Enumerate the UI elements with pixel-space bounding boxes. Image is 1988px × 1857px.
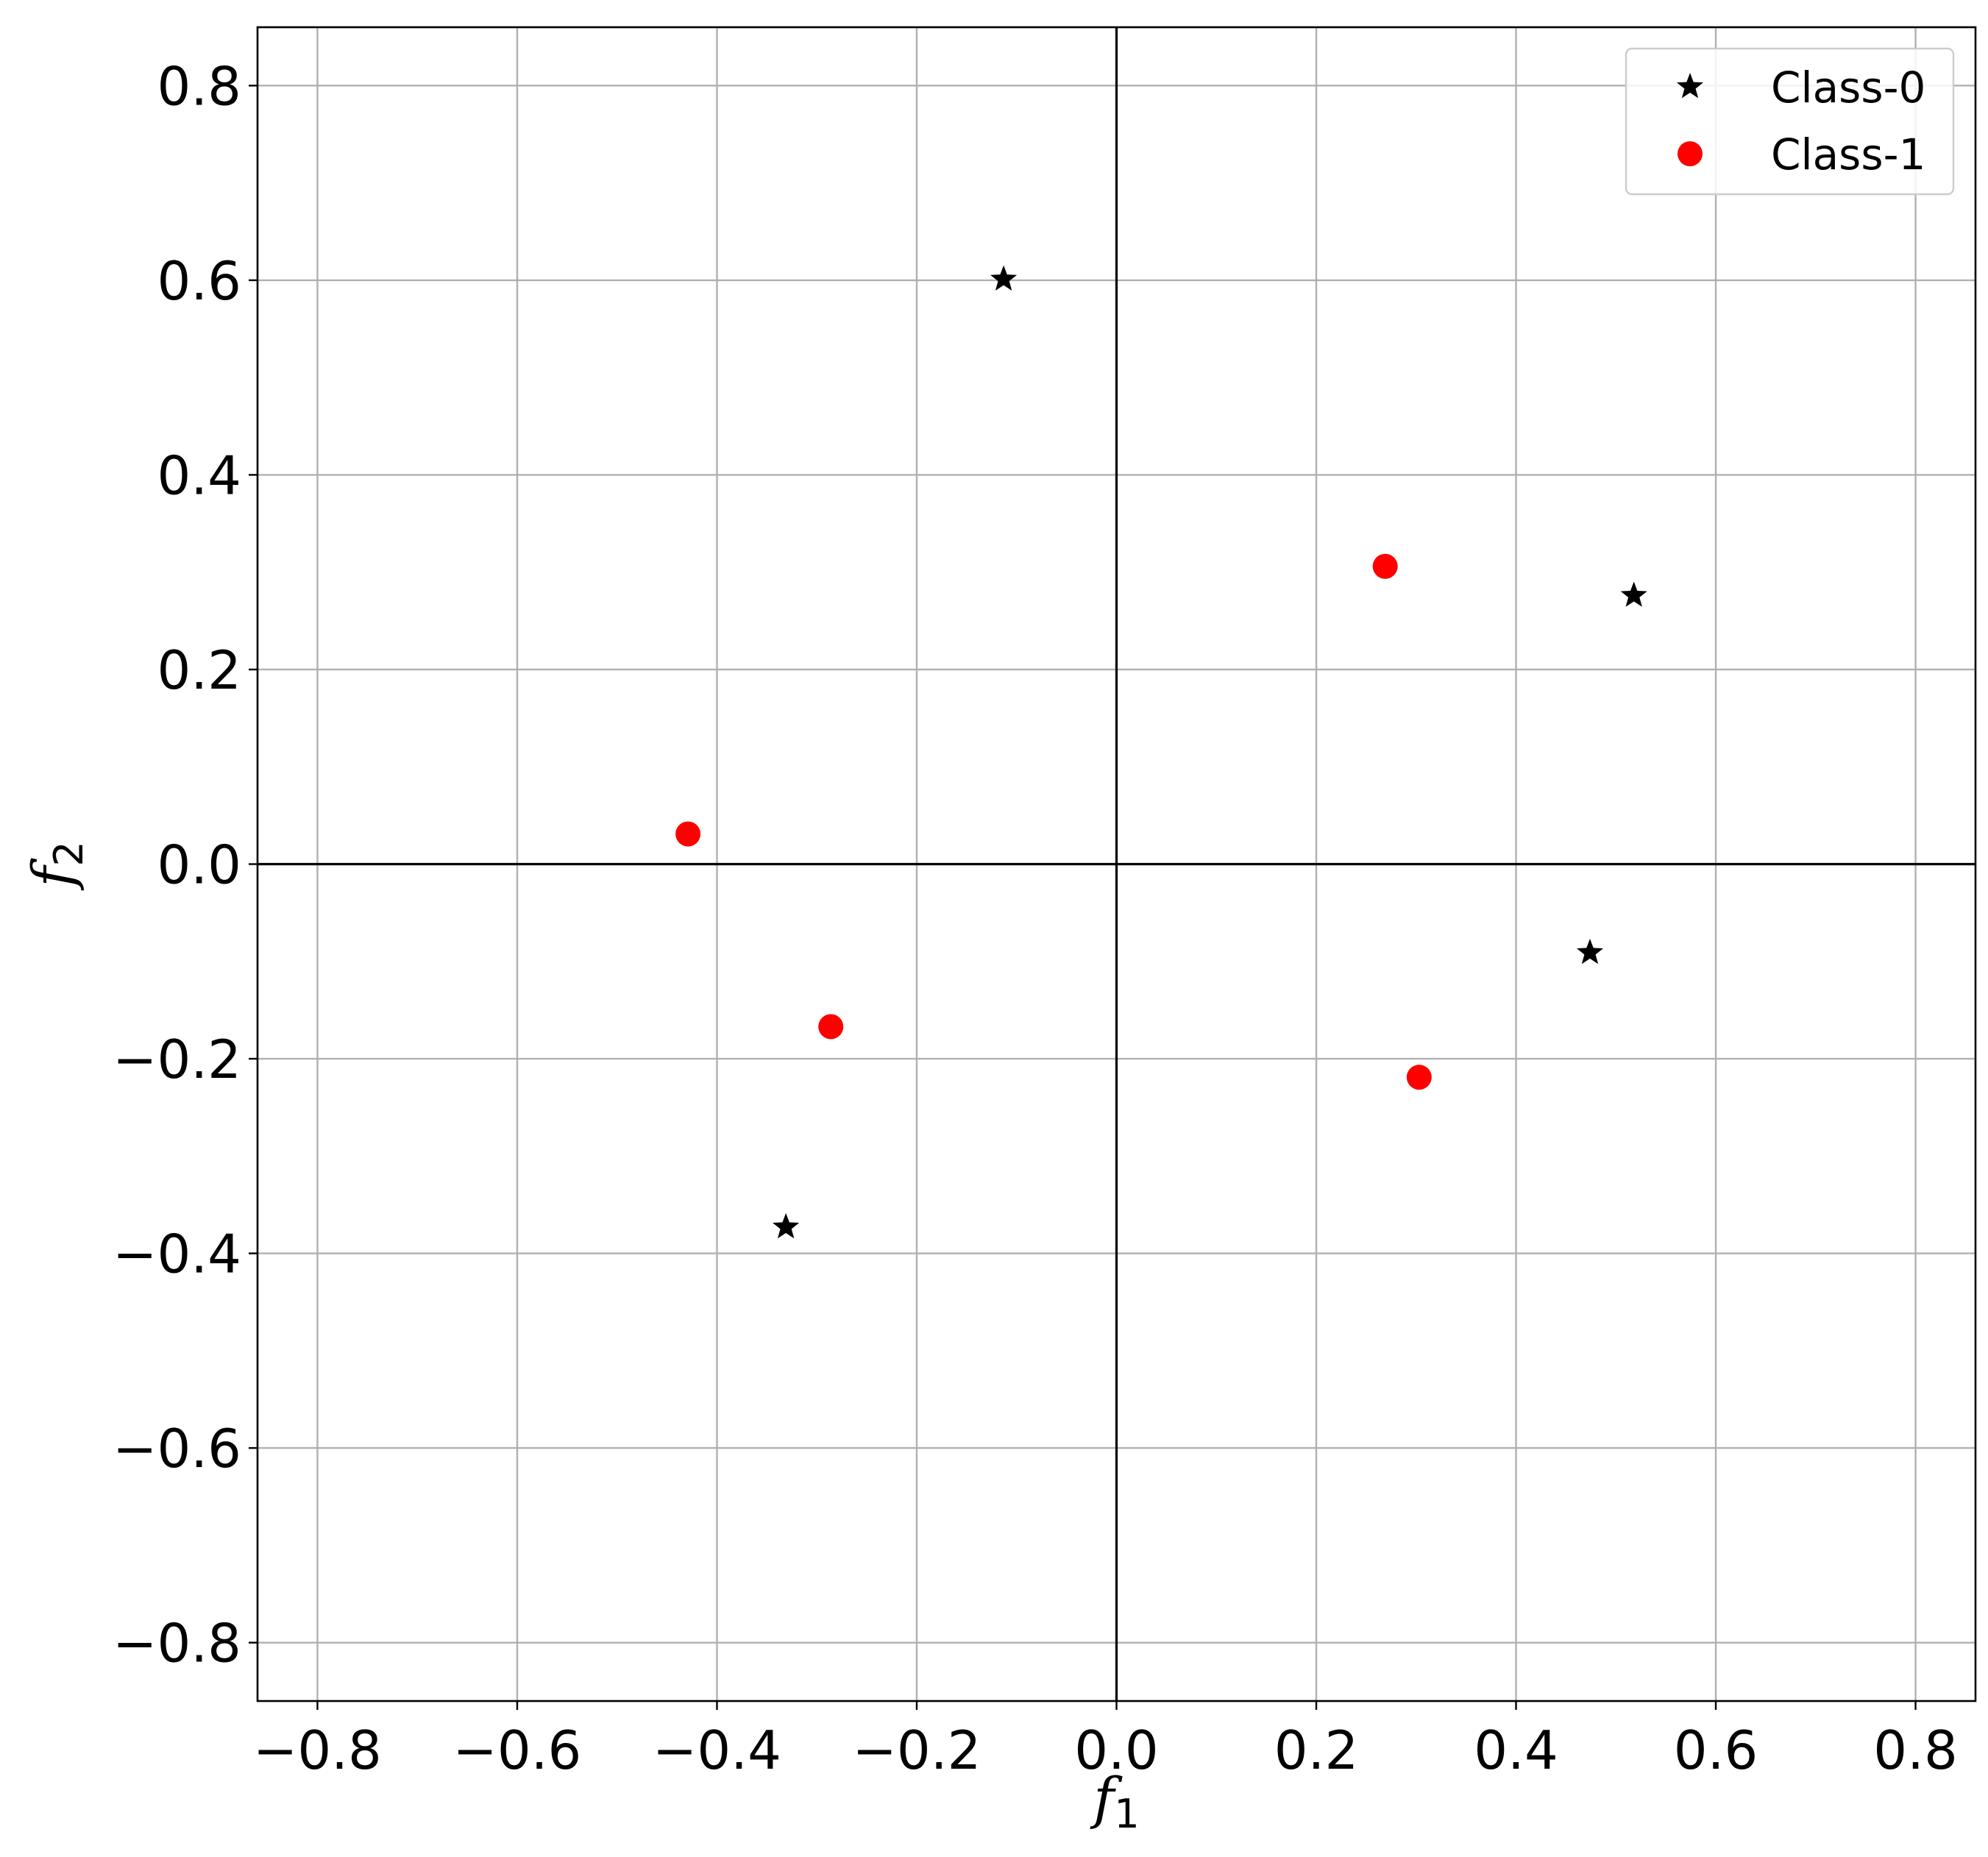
data-point-class-1-2 [818,1014,844,1040]
y-tick-labels: −0.8 −0.6 −0.4 −0.2 0.0 0.2 0.4 0.6 0.8 [113,55,258,1675]
x-tick-label: 0.0 [1074,1719,1159,1781]
data-point-class-0-0 [990,265,1018,291]
legend-box [1625,47,1955,196]
x-axis-label-sub: 1 [1114,1791,1139,1837]
legend-items: Class-0 Class-1 [1676,63,1925,180]
legend-label: Class-0 [1771,63,1925,113]
data-point-class-0-1 [1620,581,1647,607]
data-points [675,265,1647,1239]
x-tick-labels: −0.8 −0.6 −0.4 −0.2 0.0 0.2 0.4 0.6 0.8 [253,1701,1958,1781]
data-point-class-1-0 [1372,553,1398,579]
legend: Class-0 Class-1 [1625,47,1955,196]
x-tick-label: 0.6 [1674,1719,1758,1781]
data-point-class-0-3 [773,1212,800,1239]
y-tick-label: 0.6 [157,250,241,312]
legend-label: Class-1 [1771,129,1925,180]
legend-marker-class-0 [1676,73,1704,99]
x-tick-label: 0.2 [1274,1719,1359,1781]
x-tick-label: 0.8 [1873,1719,1958,1781]
y-tick-label: −0.8 [113,1613,241,1675]
zero-lines [258,27,1975,1701]
x-tick-label: −0.6 [453,1719,582,1781]
y-tick-label: 0.8 [157,55,241,117]
y-axis-label-sub: 2 [46,841,92,866]
y-tick-label: 0.2 [157,639,241,701]
data-point-class-1-3 [1406,1065,1432,1090]
x-tick-label: −0.2 [853,1719,981,1781]
legend-marker-class-1 [1678,141,1703,166]
x-tick-label: −0.8 [253,1719,382,1781]
y-tick-label: 0.4 [157,444,241,506]
data-point-class-0-2 [1576,938,1604,965]
y-tick-label: −0.6 [113,1418,241,1480]
y-tick-label: −0.4 [113,1224,241,1285]
data-point-class-1-1 [675,821,701,847]
y-tick-label: 0.0 [157,834,241,896]
x-tick-label: 0.4 [1474,1719,1558,1781]
x-tick-label: −0.4 [653,1719,781,1781]
y-tick-label: −0.2 [113,1029,241,1090]
